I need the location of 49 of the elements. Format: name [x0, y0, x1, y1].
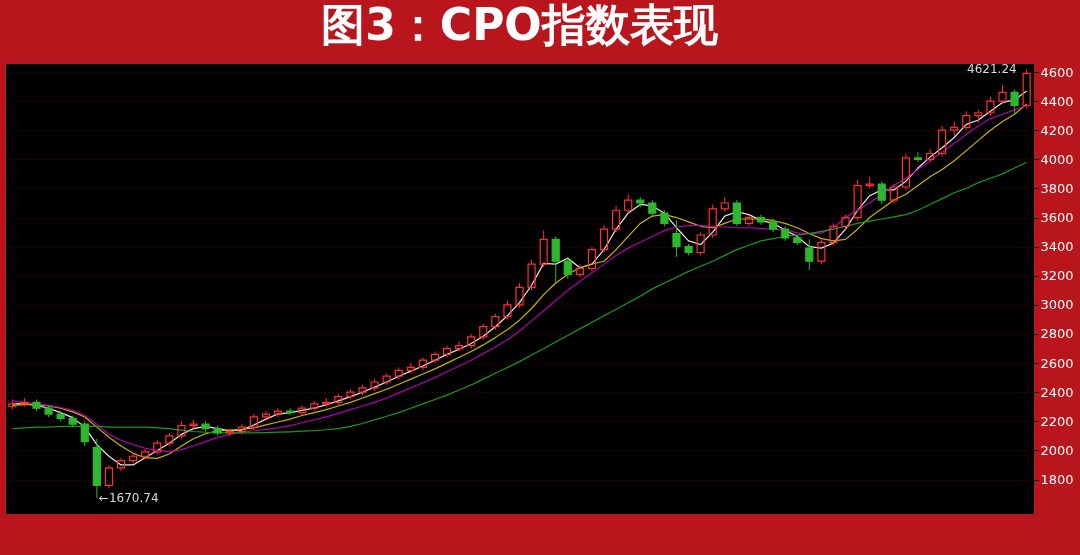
candlestick: [189, 419, 198, 430]
candlestick: [8, 398, 17, 411]
candlestick: [298, 404, 307, 416]
y-tick-label: 2200: [1040, 413, 1074, 429]
candlestick: [92, 438, 101, 499]
y-tick-label: 4000: [1040, 151, 1074, 167]
candlestick: [756, 214, 766, 226]
candlestick: [612, 205, 621, 233]
y-tick-label: 3000: [1040, 297, 1074, 313]
candlestick: [455, 340, 464, 352]
y-tick-label: 3800: [1040, 180, 1074, 196]
candlestick: [273, 407, 283, 418]
annotation: 4621.24: [967, 61, 1017, 76]
y-tick-label: 2800: [1040, 326, 1074, 342]
y-tick-label: 3200: [1040, 268, 1074, 284]
chart-title: 图3：CPO指数表现: [321, 0, 719, 50]
candlestick: [575, 263, 584, 278]
candlestick: [587, 246, 597, 272]
candlestick: [20, 397, 29, 408]
y-tick-label: 2000: [1040, 442, 1074, 458]
candlestick: [672, 219, 681, 258]
y-tick-label: 2600: [1040, 355, 1074, 371]
y-tick-label: 4200: [1040, 122, 1074, 138]
candlestick: [418, 356, 427, 371]
candlestick: [551, 235, 560, 284]
y-tick-label: 4600: [1040, 64, 1074, 80]
annotation: ←1670.74: [98, 491, 159, 506]
candlestick: [925, 148, 935, 163]
candlestick: [80, 420, 89, 447]
candlestick: [768, 218, 778, 233]
candlestick: [430, 350, 440, 364]
candlestick: [901, 153, 911, 191]
y-tick-label: 3600: [1040, 210, 1074, 226]
candlestick: [938, 125, 947, 157]
candlestick: [104, 464, 114, 489]
y-tick-label: 4400: [1040, 93, 1074, 109]
candlestick: [913, 151, 923, 163]
candlestick: [116, 457, 126, 472]
y-tick-label: 1800: [1040, 472, 1074, 488]
candlestick: [732, 199, 741, 227]
y-tick-label: 3400: [1040, 239, 1074, 255]
candlestick: [599, 224, 609, 253]
candlestick: [744, 214, 754, 227]
y-tick-label: 2400: [1040, 384, 1074, 400]
candlestick: [261, 410, 271, 421]
candlestick: [285, 407, 295, 416]
candlestick: [442, 345, 452, 358]
candlestick: [128, 452, 138, 465]
candlestick: [563, 256, 572, 280]
